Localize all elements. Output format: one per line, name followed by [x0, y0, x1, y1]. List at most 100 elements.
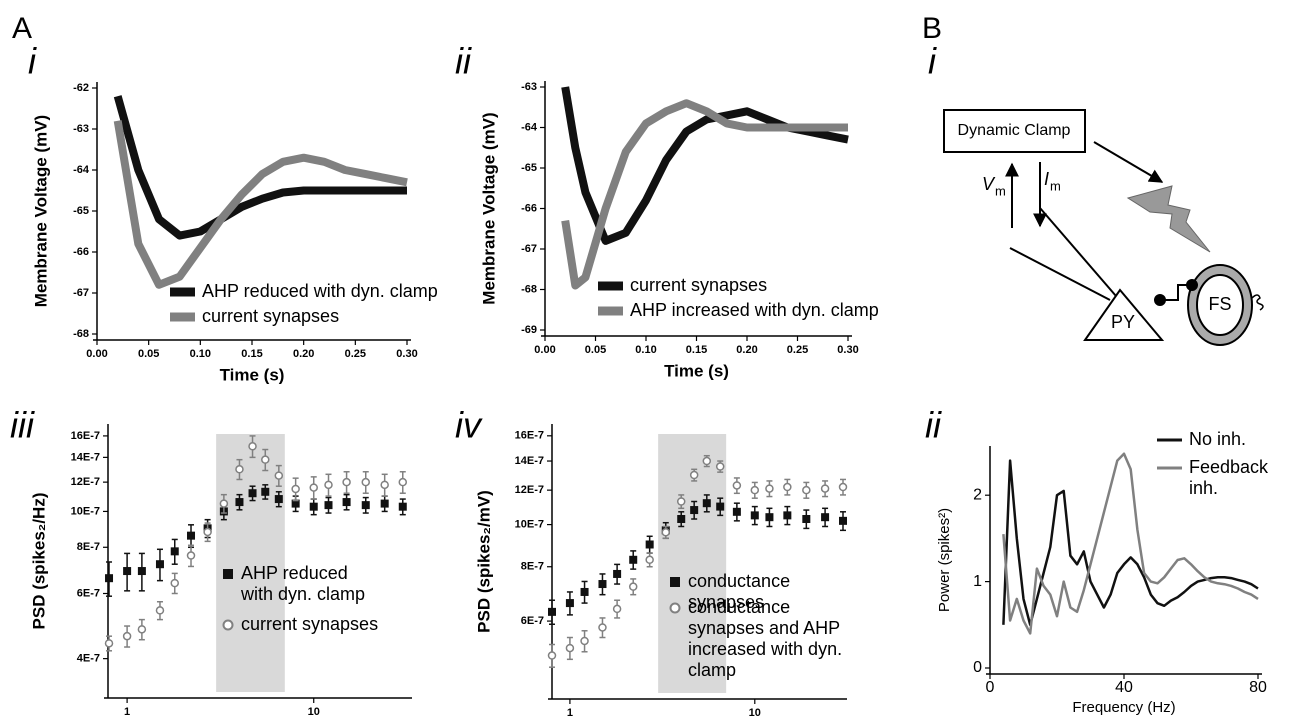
panel-sublabel: iv — [455, 405, 483, 446]
x-tick-label: 0.20 — [293, 348, 314, 360]
marker — [598, 623, 607, 632]
autapse — [1251, 294, 1264, 311]
diagram — [943, 109, 1264, 346]
marker — [380, 499, 389, 508]
im-subscript: m — [1050, 178, 1061, 193]
panel-sublabel: ii — [455, 41, 472, 82]
marker — [661, 528, 671, 537]
x-tick-label: 0.30 — [837, 344, 858, 356]
marker — [802, 515, 811, 524]
marker — [820, 484, 830, 493]
panel-sublabel: iii — [10, 405, 35, 446]
legend-label: current synapses — [202, 306, 340, 326]
y-tick-label: 1 — [973, 573, 982, 590]
y-tick-label: 8E-7 — [521, 561, 544, 573]
marker — [645, 540, 654, 549]
marker — [732, 507, 741, 516]
x-axis-label: Frequency (Hz) — [1072, 699, 1175, 716]
marker — [324, 501, 333, 510]
marker — [380, 480, 389, 490]
y-tick-label: -62 — [73, 82, 89, 94]
vm-subscript: m — [995, 183, 1006, 198]
synapse — [1160, 284, 1192, 301]
marker — [750, 485, 760, 495]
synapse-dot — [1186, 279, 1198, 291]
marker — [580, 636, 589, 646]
y-tick-label: 10E-7 — [515, 518, 544, 530]
marker — [732, 481, 742, 490]
marker — [104, 639, 114, 648]
marker — [122, 631, 132, 641]
y-axis-label: Membrane Voltage (mV) — [31, 115, 50, 307]
marker — [187, 531, 196, 540]
marker — [170, 578, 179, 588]
marker — [324, 480, 333, 490]
legend-label: AHP increased with dyn. clamp — [630, 300, 879, 320]
x-tick-label: 0.25 — [787, 344, 808, 356]
y-tick-label: -67 — [73, 287, 89, 299]
x-tick-label: 0.00 — [86, 348, 107, 360]
y-tick-label: 6E-7 — [521, 615, 544, 627]
y-tick-label: 10E-7 — [71, 505, 100, 517]
marker — [629, 555, 638, 564]
series-line — [1002, 452, 1259, 635]
marker — [783, 511, 792, 520]
x-tick-label: 0.10 — [190, 348, 211, 360]
synapse-dot — [1154, 294, 1166, 306]
legend-label: AHP reduced with dyn. clamp — [202, 281, 438, 301]
marker — [839, 516, 847, 525]
legend-label: AHP reduced with dyn. clamp — [241, 563, 366, 604]
marker — [291, 499, 300, 508]
x-axis-label: Time (s) — [220, 365, 285, 384]
marker — [628, 582, 638, 591]
marker — [750, 511, 759, 520]
marker — [645, 555, 654, 565]
stimulus-icon — [1126, 185, 1211, 253]
x-tick-label: 0.25 — [345, 348, 366, 360]
marker — [361, 477, 370, 487]
marker — [342, 477, 351, 487]
x-tick-label: 0.15 — [241, 348, 262, 360]
electrode — [1009, 247, 1111, 301]
x-tick-label: 10 — [749, 707, 761, 719]
y-tick-label: -65 — [521, 162, 537, 174]
marker — [702, 456, 712, 466]
marker — [170, 547, 179, 556]
highlight-band — [216, 434, 285, 692]
fs-cell-inner — [1196, 274, 1244, 336]
box-label: Dynamic Clamp — [958, 122, 1071, 139]
marker — [155, 606, 165, 615]
series-line — [1002, 459, 1259, 627]
marker — [715, 462, 725, 471]
y-axis-label: PSD (spikes₂/Hz) — [29, 493, 48, 630]
marker — [580, 587, 589, 596]
marker — [248, 442, 257, 451]
marker — [137, 567, 146, 576]
panel-sublabel: ii — [925, 405, 942, 446]
marker — [398, 477, 408, 487]
legend-marker — [670, 577, 680, 587]
marker — [565, 599, 574, 608]
marker — [689, 470, 699, 480]
marker — [783, 482, 792, 492]
panel-sublabel: i — [28, 41, 37, 82]
x-tick-label: 80 — [1249, 679, 1267, 696]
im-symbol: I — [1044, 169, 1049, 189]
legend-label: current synapses — [630, 275, 768, 295]
marker — [821, 513, 830, 522]
marker — [598, 580, 607, 589]
electrode — [1039, 207, 1117, 297]
marker — [612, 604, 622, 614]
fs-label: FS — [1208, 294, 1231, 314]
marker — [186, 551, 196, 560]
x-tick-label: 10 — [308, 706, 320, 718]
py-cell — [1083, 288, 1165, 341]
legend-label: No inh. — [1189, 429, 1247, 449]
y-axis-label: Power (spikes²) — [936, 508, 953, 612]
marker — [123, 567, 132, 576]
marker — [547, 651, 557, 660]
marker — [203, 527, 212, 537]
y-tick-label: 2 — [973, 486, 982, 503]
